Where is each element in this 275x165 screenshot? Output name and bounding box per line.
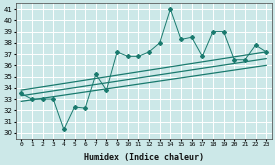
X-axis label: Humidex (Indice chaleur): Humidex (Indice chaleur) bbox=[84, 152, 204, 162]
